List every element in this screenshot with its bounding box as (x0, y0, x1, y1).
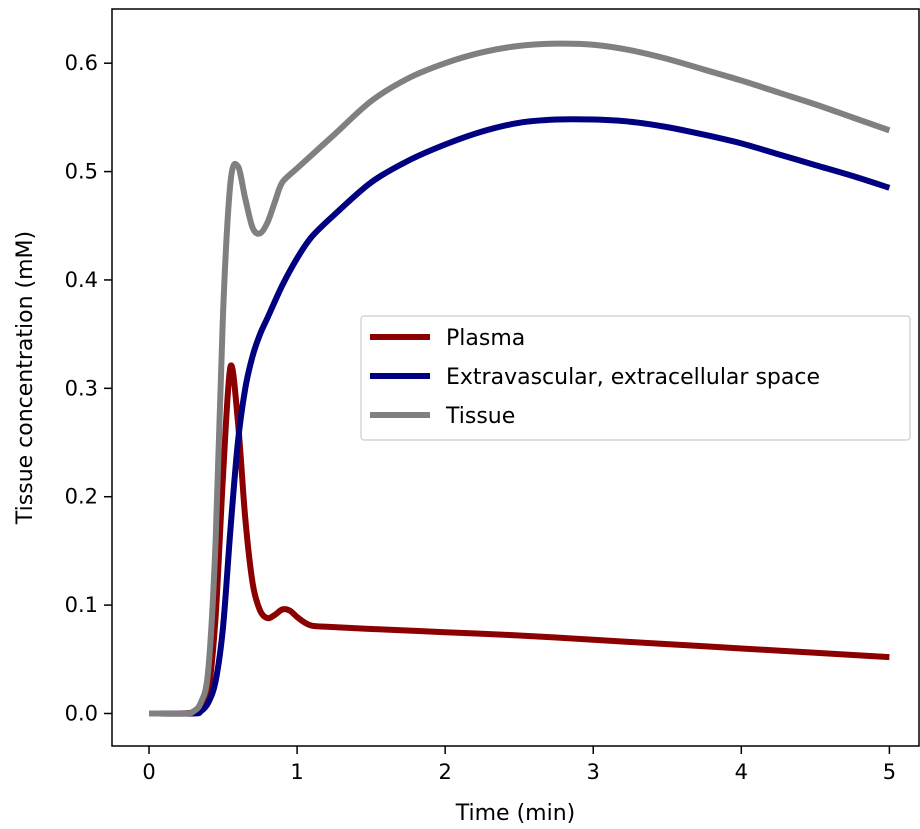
x-tick-label: 1 (290, 760, 303, 784)
y-tick-label: 0.6 (65, 51, 98, 75)
y-tick-label: 0.1 (65, 593, 98, 617)
y-tick-label: 0.0 (65, 701, 98, 725)
y-axis-label: Tissue concentration (mM) (13, 231, 38, 525)
legend-label-ees: Extravascular, extracellular space (446, 365, 820, 390)
series-layer (149, 40, 891, 717)
series-line-tissue (149, 40, 891, 717)
series-line-plasma (149, 362, 890, 717)
y-tick-label: 0.2 (65, 485, 98, 509)
y-tick-label: 0.5 (65, 160, 98, 184)
x-axis-ticks: 0 1 2 3 4 5 (142, 746, 896, 784)
legend: Plasma Extravascular, extracellular spac… (360, 315, 911, 441)
x-tick-label: 4 (735, 760, 748, 784)
y-tick-label: 0.4 (65, 268, 98, 292)
y-tick-label: 0.3 (65, 376, 98, 400)
x-tick-label: 0 (142, 760, 155, 784)
x-tick-label: 5 (883, 760, 896, 784)
legend-box (360, 315, 911, 441)
legend-label-plasma: Plasma (446, 326, 525, 351)
x-tick-label: 3 (587, 760, 600, 784)
x-axis-label: Time (min) (455, 801, 576, 826)
y-axis-ticks: 0.0 0.1 0.2 0.3 0.4 0.5 0.6 (65, 51, 112, 725)
plot-area-frame (111, 8, 920, 747)
legend-label-tissue: Tissue (445, 404, 515, 429)
series-line-extravascular-extracellular-space (149, 116, 891, 717)
x-tick-label: 2 (438, 760, 451, 784)
